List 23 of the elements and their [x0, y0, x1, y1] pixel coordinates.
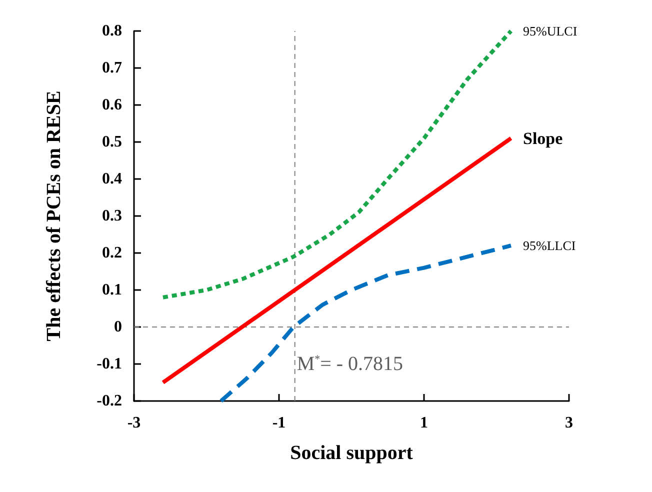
line-series [219, 244, 513, 403]
y-tick-label: -0.1 [96, 356, 122, 372]
y-tick-label: 0.8 [102, 22, 122, 40]
y-tick-label: 0 [114, 318, 122, 336]
series-label: Slope [523, 128, 564, 148]
y-tick-label: 0.4 [102, 170, 122, 188]
x-tick-label: -1 [272, 414, 286, 432]
y-tick-label: 0.6 [102, 96, 122, 114]
y-tick-label: 0.7 [102, 60, 122, 76]
x-tick-label: 1 [420, 414, 428, 432]
y-tick-label: 0.1 [102, 282, 122, 298]
y-tick-label: 0.2 [102, 244, 122, 262]
series-label: 95%LLCI [523, 238, 576, 254]
annotation: M*= - 0.7815 [296, 353, 404, 375]
line-series [161, 29, 513, 300]
x-tick-label: 3 [565, 414, 573, 432]
y-axis-title: The effects of PCEs on RESE [43, 90, 65, 342]
series-label: 95%ULCI [523, 24, 578, 38]
y-tick-label: 0.5 [102, 134, 122, 150]
x-tick-label: -3 [127, 414, 141, 432]
y-tick-label: 0.3 [102, 208, 122, 224]
y-tick-label: -0.2 [96, 392, 122, 410]
x-axis-title: Social support [290, 442, 414, 464]
